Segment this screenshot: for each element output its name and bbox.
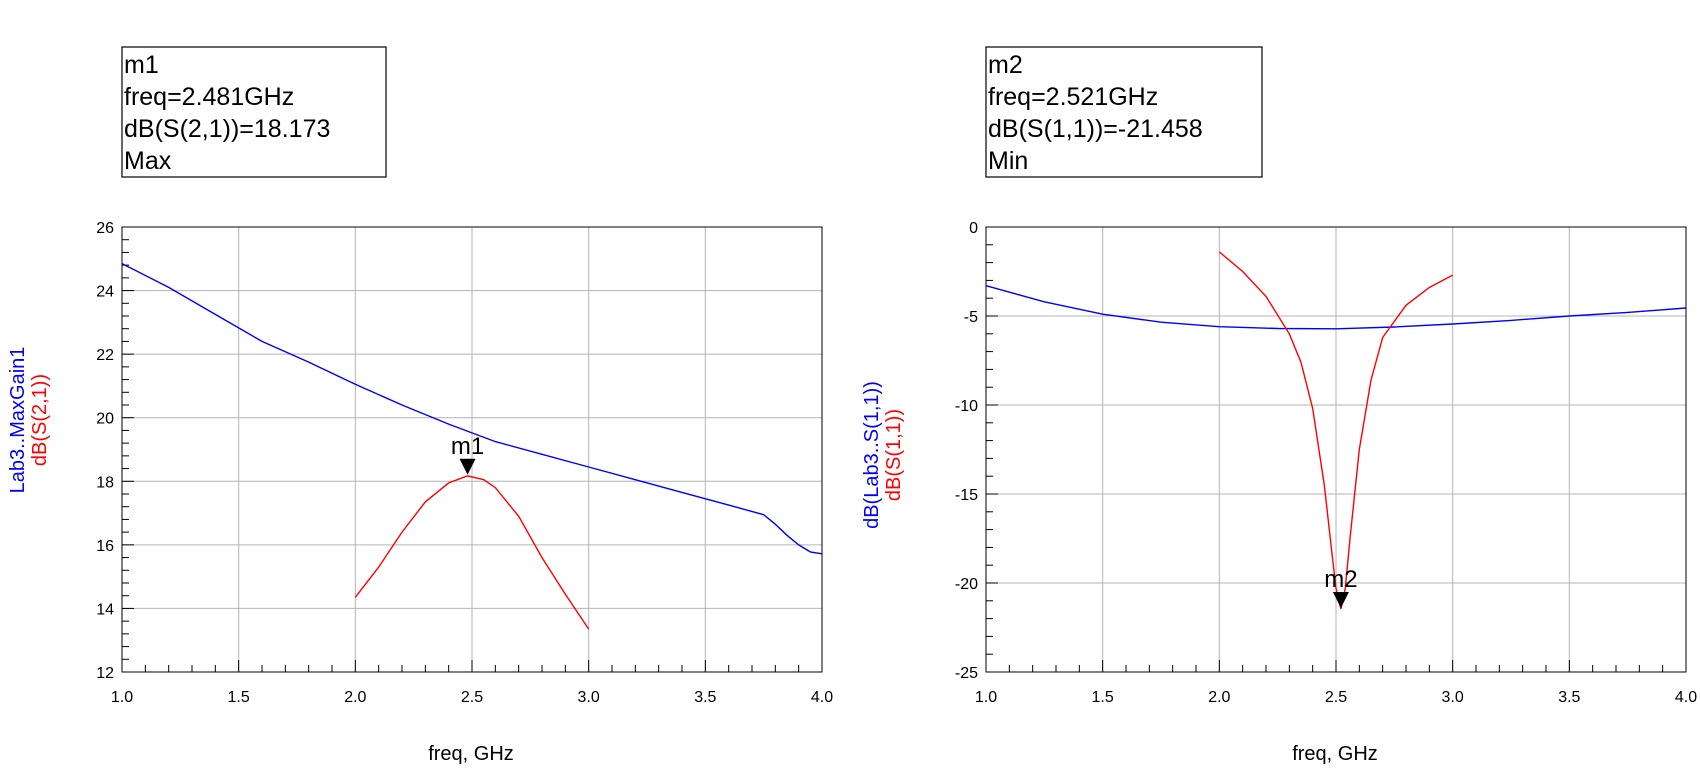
marker-box-m1-line-3: dB(S(2,1))=18.173	[124, 115, 330, 143]
y-tick-label: -15	[955, 487, 978, 504]
x-tick-label: 4.0	[811, 689, 833, 706]
x-tick-label: 3.5	[1558, 689, 1580, 706]
marker-box-m1[interactable]: m1 freq=2.481GHz dB(S(2,1))=18.173 Max	[121, 46, 387, 178]
x-tick-label: 1.0	[111, 689, 133, 706]
plot-frame	[121, 226, 823, 673]
y-tick-label: 24	[96, 284, 114, 301]
marker-box-m1-line-1: m1	[124, 51, 159, 79]
x-axis-label-2: freq, GHz	[1292, 743, 1378, 765]
marker-box-m2[interactable]: m2 freq=2.521GHz dB(S(1,1))=-21.458 Min	[985, 46, 1263, 178]
y-tick-label: -25	[955, 665, 978, 682]
y-tick-label: 20	[96, 411, 114, 428]
x-tick-label: 2.0	[344, 689, 366, 706]
x-tick-label: 2.5	[461, 689, 483, 706]
y-tick-label: -10	[955, 398, 978, 415]
marker-box-m2-line-4: Min	[988, 147, 1028, 175]
y-tick-label: -20	[955, 576, 978, 593]
y-tick-label: 14	[96, 601, 114, 618]
x-tick-label: 4.0	[1675, 689, 1697, 706]
y-axis-label-2-blue: dB(Lab3..S(1,1))	[861, 381, 883, 529]
x-tick-label: 3.0	[1442, 689, 1464, 706]
marker-box-m1-line-4: Max	[124, 147, 172, 175]
x-tick-label: 2.0	[1208, 689, 1230, 706]
y-axis-label-2-red: dB(S(1,1))	[883, 409, 905, 501]
x-tick-label: 1.5	[1092, 689, 1114, 706]
x-tick-label: 3.0	[578, 689, 600, 706]
y-tick-label: 12	[96, 665, 114, 682]
y-tick-label: 26	[96, 220, 114, 237]
y-tick-label: 18	[96, 474, 114, 491]
x-axis-label-1: freq, GHz	[428, 743, 514, 765]
x-tick-label: 1.0	[975, 689, 997, 706]
plot-s11[interactable]: 1.0 1.5 2.0 2.5 3.0 3.5 4.0 -25 -20 -15 -10 -5 0 m2	[955, 220, 1697, 706]
y-tick-label: 22	[96, 347, 114, 364]
y-axis-label-1-red: dB(S(2,1))	[29, 374, 51, 466]
x-tick-label: 2.5	[1325, 689, 1347, 706]
x-tick-label: 3.5	[694, 689, 716, 706]
marker-box-m2-line-2: freq=2.521GHz	[988, 83, 1158, 111]
marker-m2-icon[interactable]	[1332, 591, 1349, 608]
marker-box-m2-line-3: dB(S(1,1))=-21.458	[988, 115, 1203, 143]
marker-box-m2-line-1: m2	[988, 51, 1023, 79]
y-tick-label: -5	[964, 309, 978, 326]
y-axis-label-1-blue: Lab3..MaxGain1	[7, 347, 29, 494]
x-tick-label: 1.5	[228, 689, 250, 706]
plot-frame	[985, 226, 1687, 673]
y-tick-label: 16	[96, 538, 114, 555]
plot-max-gain-s21[interactable]: 1.0 1.5 2.0 2.5 3.0 3.5 4.0 12 14 16 18 20 22 24 26 m1	[96, 220, 833, 706]
marker-m2-label: m2	[1324, 566, 1357, 593]
series-line-db-s-2-1[interactable]	[354, 475, 590, 630]
marker-m1-icon[interactable]	[459, 458, 476, 475]
marker-m1-label: m1	[451, 433, 484, 460]
series-line-lab3-maxgain1[interactable]	[121, 262, 823, 555]
y-tick-label: 0	[969, 220, 978, 237]
series-line-db-lab3-s-1-1[interactable]	[985, 285, 1687, 330]
marker-box-m1-line-2: freq=2.481GHz	[124, 83, 294, 111]
